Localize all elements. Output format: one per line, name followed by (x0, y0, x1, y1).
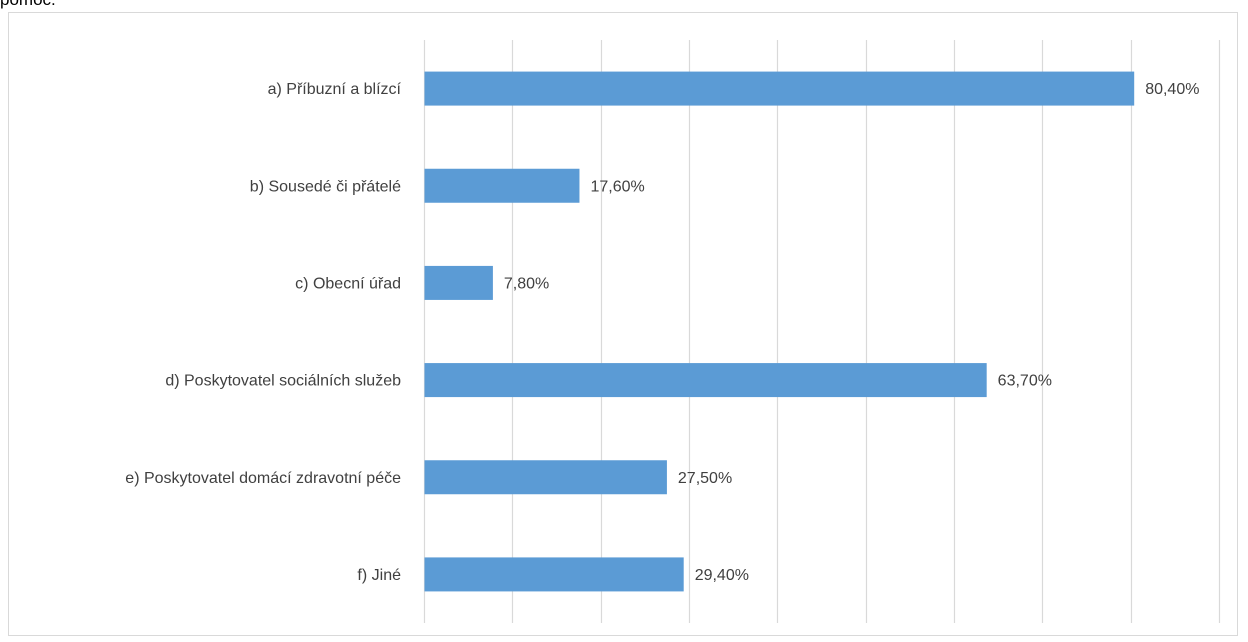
bar-4 (424, 460, 667, 495)
value-label-5: 29,40% (695, 567, 749, 584)
category-label-0: a) Příbuzní a blízcí (268, 81, 402, 98)
top-text-fragment: pomoc. (0, 0, 56, 10)
bar-chart: a) Příbuzní a blízcí 80,40% b) Sousedé či … (125, 40, 1221, 623)
bar-5 (424, 557, 684, 592)
bar-3 (424, 363, 987, 398)
category-label-4: e) Poskytovatel domácí zdravotní péče (125, 470, 401, 487)
bar-2 (424, 265, 493, 300)
bar-1 (424, 168, 580, 203)
category-label-1: b) Sousedé či přátelé (250, 178, 401, 195)
bar-0 (424, 71, 1135, 106)
value-label-2: 7,80% (504, 275, 549, 292)
value-label-3: 63,70% (998, 373, 1052, 390)
category-label-2: c) Obecní úřad (295, 275, 401, 292)
category-label-3: d) Poskytovatel sociálních služeb (165, 373, 401, 390)
category-label-5: f) Jiné (357, 567, 401, 584)
chart-frame: a) Příbuzní a blízcí 80,40% b) Sousedé či … (8, 12, 1238, 636)
value-label-1: 17,60% (590, 178, 644, 195)
value-label-4: 27,50% (678, 470, 732, 487)
value-label-0: 80,40% (1145, 81, 1199, 98)
